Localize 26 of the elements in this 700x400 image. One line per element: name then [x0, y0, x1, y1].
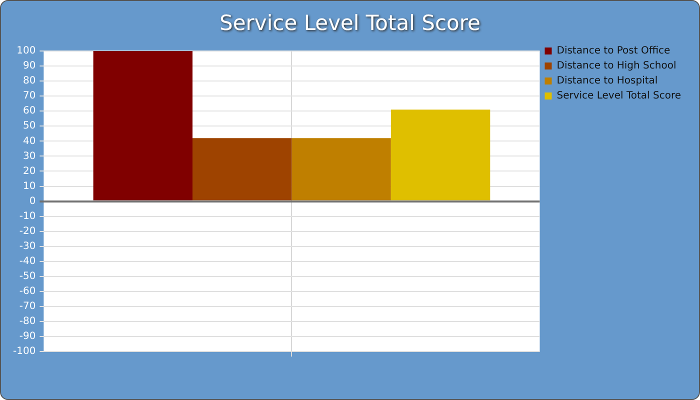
legend-label: Service Level Total Score: [556, 90, 682, 102]
y-tick-label: 90: [22, 60, 36, 72]
legend-label: Distance to Post Office: [556, 46, 670, 57]
y-tick-label: 20: [22, 166, 36, 177]
y-tick-label: -60: [19, 286, 36, 298]
y-tick-label: -10: [19, 210, 36, 222]
y-tick-label: 60: [22, 106, 36, 117]
y-tick-label: -80: [19, 316, 36, 328]
y-tick-label: -50: [19, 271, 36, 282]
y-tick-label: 40: [22, 136, 36, 147]
y-tick-label: 80: [22, 76, 36, 87]
y-tick-label: -40: [19, 256, 36, 268]
y-tick-label: -90: [19, 331, 36, 342]
chart-title: Service Level Total Score: [218, 11, 482, 37]
legend-label: Distance to Hospital: [556, 76, 658, 87]
y-tick-label: 30: [22, 150, 36, 162]
y-tick-label: 100: [16, 46, 36, 57]
y-tick-label: 70: [22, 90, 36, 102]
legend-label: Distance to High School: [556, 60, 676, 72]
y-tick-label: -70: [19, 301, 36, 312]
y-tick-label: -30: [19, 240, 36, 252]
y-tick-label: -20: [19, 226, 36, 237]
y-tick-label: -100: [12, 346, 36, 358]
y-tick-label: 50: [22, 120, 36, 132]
y-tick-label: 0: [29, 196, 36, 207]
y-tick-label: 10: [22, 180, 36, 192]
